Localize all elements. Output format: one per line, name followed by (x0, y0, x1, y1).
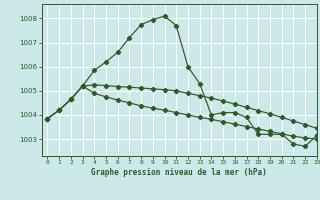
X-axis label: Graphe pression niveau de la mer (hPa): Graphe pression niveau de la mer (hPa) (91, 168, 267, 177)
